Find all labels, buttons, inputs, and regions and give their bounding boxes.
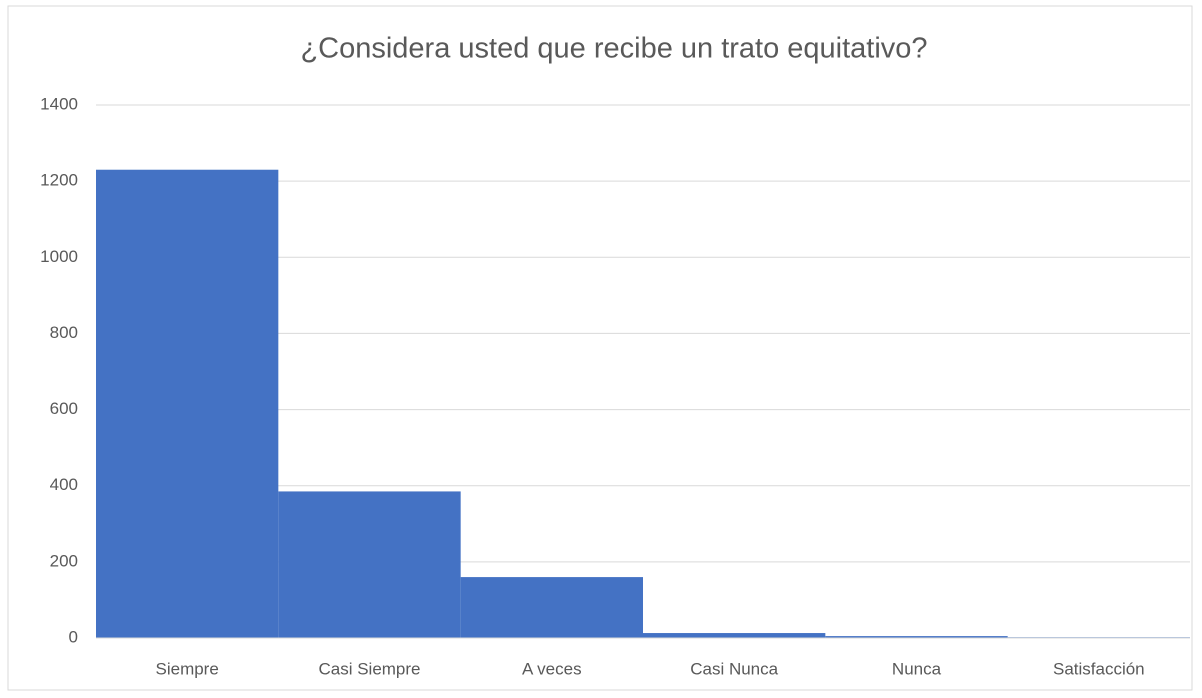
y-tick-label: 400 [50,475,78,494]
bar [643,633,826,638]
x-tick-label: Nunca [892,659,942,678]
bar [460,577,643,638]
y-tick-label: 1000 [40,247,78,266]
bar [825,636,1008,638]
y-tick-label: 1400 [40,94,78,113]
y-tick-label: 1200 [40,171,78,190]
x-tick-label: A veces [522,659,582,678]
y-tick-label: 800 [50,323,78,342]
y-tick-label: 0 [69,627,78,646]
x-tick-label: Satisfacción [1053,659,1145,678]
bar [96,169,279,638]
y-tick-label: 200 [50,551,78,570]
chart-title: ¿Considera usted que recibe un trato equ… [300,33,927,65]
x-tick-label: Casi Siempre [318,659,420,678]
x-tick-label: Casi Nunca [690,659,778,678]
bar [278,491,461,638]
y-tick-label: 600 [50,399,78,418]
x-tick-label: Siempre [156,659,219,678]
